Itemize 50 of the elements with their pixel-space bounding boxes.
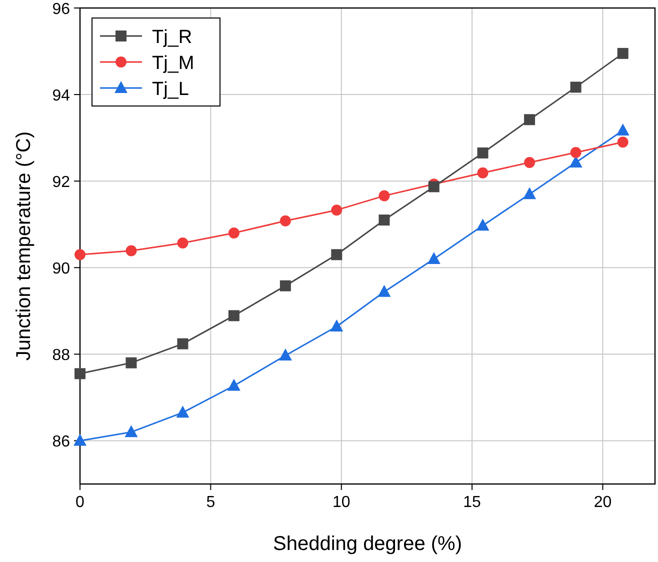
point bbox=[477, 147, 488, 158]
point bbox=[177, 338, 188, 350]
point bbox=[477, 167, 488, 178]
legend-label: Tj_L bbox=[152, 79, 189, 100]
point bbox=[378, 214, 390, 226]
y-tick-label: 96 bbox=[52, 1, 70, 18]
x-axis-title: Shedding degree (%) bbox=[272, 533, 462, 555]
point bbox=[126, 357, 137, 368]
legend-label: Tj_R bbox=[152, 27, 192, 48]
point bbox=[524, 114, 536, 126]
point bbox=[378, 190, 390, 202]
y-tick-label: 88 bbox=[52, 347, 70, 364]
point bbox=[570, 82, 582, 93]
point bbox=[570, 147, 582, 158]
point bbox=[280, 280, 291, 292]
x-tick-label: 20 bbox=[594, 494, 612, 511]
y-tick-label: 86 bbox=[52, 434, 70, 451]
y-axis-title: Junction temperature (°C) bbox=[13, 131, 35, 361]
x-tick-label: 0 bbox=[76, 494, 85, 511]
point bbox=[616, 123, 630, 136]
point bbox=[331, 204, 342, 216]
point bbox=[124, 425, 138, 438]
point bbox=[227, 378, 240, 391]
point bbox=[278, 348, 292, 360]
point bbox=[176, 406, 190, 418]
x-tick-label: 10 bbox=[332, 494, 350, 511]
point bbox=[74, 249, 86, 260]
point bbox=[524, 156, 536, 168]
x-tick-label: 15 bbox=[463, 494, 482, 511]
legend-label: Tj_M bbox=[152, 53, 194, 74]
point bbox=[126, 245, 137, 256]
point bbox=[74, 434, 86, 446]
point bbox=[228, 310, 240, 322]
point bbox=[617, 48, 628, 59]
point bbox=[280, 215, 291, 226]
point bbox=[617, 136, 628, 148]
point bbox=[330, 319, 344, 332]
point bbox=[427, 252, 440, 264]
point bbox=[331, 249, 342, 260]
point bbox=[476, 218, 490, 231]
y-tick-label: 92 bbox=[52, 174, 70, 192]
x-tick-label: 5 bbox=[206, 494, 216, 511]
point bbox=[428, 181, 440, 192]
point bbox=[378, 284, 391, 297]
point bbox=[523, 187, 536, 200]
y-tick-label: 94 bbox=[52, 88, 70, 105]
y-tick-label: 90 bbox=[52, 260, 70, 278]
point bbox=[228, 228, 240, 239]
point bbox=[74, 368, 86, 380]
point bbox=[177, 237, 188, 248]
